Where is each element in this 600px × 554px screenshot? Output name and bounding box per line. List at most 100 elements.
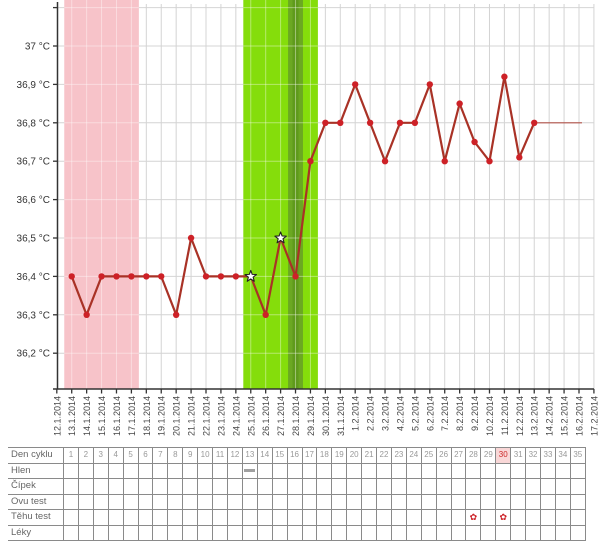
cell-ovutest-day-4[interactable] bbox=[109, 494, 124, 509]
cell-leky-day-11[interactable] bbox=[213, 525, 228, 540]
temp-point-day-29[interactable] bbox=[486, 158, 493, 165]
cell-ovutest-day-14[interactable] bbox=[258, 494, 273, 509]
cell-ovutest-day-33[interactable] bbox=[541, 494, 556, 509]
cycle-day-4[interactable]: 4 bbox=[109, 448, 124, 463]
cell-tehutest-day-25[interactable] bbox=[422, 510, 437, 525]
cycle-day-6[interactable]: 6 bbox=[139, 448, 154, 463]
cell-cipek-day-12[interactable] bbox=[228, 479, 243, 494]
cycle-day-20[interactable]: 20 bbox=[347, 448, 363, 463]
temp-point-day-24[interactable] bbox=[411, 119, 419, 127]
cell-leky-day-28[interactable] bbox=[466, 525, 482, 540]
cell-tehutest-day-32[interactable] bbox=[526, 510, 541, 525]
cell-leky-day-6[interactable] bbox=[139, 525, 154, 540]
cell-tehutest-day-3[interactable] bbox=[94, 510, 109, 525]
cell-hlen-day-8[interactable] bbox=[168, 463, 184, 478]
cycle-day-33[interactable]: 33 bbox=[541, 448, 556, 463]
cell-leky-day-9[interactable] bbox=[183, 525, 199, 540]
temp-point-day-12[interactable] bbox=[232, 273, 240, 280]
cycle-day-7[interactable]: 7 bbox=[153, 448, 169, 463]
cell-ovutest-day-23[interactable] bbox=[392, 494, 407, 509]
cell-cipek-day-18[interactable] bbox=[317, 479, 333, 494]
cell-hlen-day-27[interactable] bbox=[452, 463, 467, 478]
cell-cipek-day-17[interactable] bbox=[303, 479, 318, 494]
cell-cipek-day-34[interactable] bbox=[556, 479, 571, 494]
cell-hlen-day-18[interactable] bbox=[317, 463, 333, 478]
cell-ovutest-day-3[interactable] bbox=[94, 494, 109, 509]
temp-point-day-6[interactable] bbox=[143, 273, 150, 280]
cell-hlen-day-4[interactable] bbox=[109, 463, 124, 478]
cell-cipek-day-30[interactable] bbox=[496, 479, 512, 494]
cell-hlen-day-32[interactable] bbox=[526, 463, 541, 478]
temp-point-day-32[interactable] bbox=[531, 119, 538, 127]
cell-tehutest-day-5[interactable] bbox=[124, 510, 139, 525]
cell-ovutest-day-6[interactable] bbox=[139, 494, 154, 509]
cell-ovutest-day-9[interactable] bbox=[183, 494, 199, 509]
cell-tehutest-day-33[interactable] bbox=[541, 510, 556, 525]
cell-hlen-day-1[interactable] bbox=[64, 463, 79, 478]
cell-leky-day-18[interactable] bbox=[317, 525, 333, 540]
cell-tehutest-day-20[interactable] bbox=[347, 510, 363, 525]
cell-ovutest-day-12[interactable] bbox=[228, 494, 243, 509]
cell-leky-day-8[interactable] bbox=[168, 525, 184, 540]
temp-point-day-23[interactable] bbox=[396, 119, 404, 127]
cell-leky-day-14[interactable] bbox=[258, 525, 273, 540]
cell-tehutest-day-28[interactable]: ✿ bbox=[466, 510, 482, 525]
cell-leky-day-1[interactable] bbox=[64, 525, 79, 540]
cell-tehutest-day-7[interactable] bbox=[153, 510, 169, 525]
cell-ovutest-day-28[interactable] bbox=[466, 494, 482, 509]
cycle-day-22[interactable]: 22 bbox=[377, 448, 392, 463]
cell-leky-day-13[interactable] bbox=[243, 525, 258, 540]
cycle-day-25[interactable]: 25 bbox=[422, 448, 437, 463]
cycle-day-9[interactable]: 9 bbox=[183, 448, 199, 463]
cell-leky-day-29[interactable] bbox=[481, 525, 497, 540]
cell-ovutest-day-5[interactable] bbox=[124, 494, 139, 509]
temp-point-day-30[interactable] bbox=[501, 73, 508, 80]
cell-ovutest-day-32[interactable] bbox=[526, 494, 541, 509]
cell-tehutest-day-19[interactable] bbox=[332, 510, 348, 525]
cell-leky-day-19[interactable] bbox=[332, 525, 348, 540]
cell-hlen-day-33[interactable] bbox=[541, 463, 556, 478]
cell-hlen-day-11[interactable] bbox=[213, 463, 228, 478]
cycle-day-27[interactable]: 27 bbox=[452, 448, 467, 463]
cell-leky-day-31[interactable] bbox=[511, 525, 527, 540]
cell-ovutest-day-1[interactable] bbox=[64, 494, 79, 509]
cell-leky-day-17[interactable] bbox=[303, 525, 318, 540]
temp-point-day-3[interactable] bbox=[98, 273, 105, 280]
cell-tehutest-day-8[interactable] bbox=[168, 510, 184, 525]
cell-cipek-day-23[interactable] bbox=[392, 479, 407, 494]
cell-ovutest-day-34[interactable] bbox=[556, 494, 571, 509]
cell-cipek-day-29[interactable] bbox=[481, 479, 497, 494]
cell-hlen-day-10[interactable] bbox=[198, 463, 214, 478]
temp-point-day-22[interactable] bbox=[381, 158, 389, 165]
cell-hlen-day-13[interactable] bbox=[243, 463, 258, 478]
cell-cipek-day-31[interactable] bbox=[511, 479, 527, 494]
cell-hlen-day-7[interactable] bbox=[153, 463, 169, 478]
cycle-day-30-highlighted[interactable]: 30 bbox=[496, 448, 512, 463]
temp-point-day-25[interactable] bbox=[426, 81, 433, 88]
temp-point-day-16[interactable] bbox=[292, 273, 299, 280]
cell-tehutest-day-30[interactable]: ✿ bbox=[496, 510, 512, 525]
cell-tehutest-day-27[interactable] bbox=[452, 510, 467, 525]
cycle-day-3[interactable]: 3 bbox=[94, 448, 109, 463]
cell-leky-day-10[interactable] bbox=[198, 525, 214, 540]
cell-hlen-day-20[interactable] bbox=[347, 463, 363, 478]
cell-cipek-day-4[interactable] bbox=[109, 479, 124, 494]
temp-point-day-7[interactable] bbox=[158, 273, 165, 280]
cycle-day-28[interactable]: 28 bbox=[466, 448, 482, 463]
cycle-day-1[interactable]: 1 bbox=[64, 448, 79, 463]
cycle-day-29[interactable]: 29 bbox=[481, 448, 497, 463]
cell-cipek-day-26[interactable] bbox=[437, 479, 452, 494]
cell-hlen-day-6[interactable] bbox=[139, 463, 154, 478]
cell-tehutest-day-11[interactable] bbox=[213, 510, 228, 525]
cell-tehutest-day-13[interactable] bbox=[243, 510, 258, 525]
cell-leky-day-27[interactable] bbox=[452, 525, 467, 540]
cell-cipek-day-32[interactable] bbox=[526, 479, 541, 494]
cycle-day-19[interactable]: 19 bbox=[332, 448, 348, 463]
cycle-day-24[interactable]: 24 bbox=[407, 448, 422, 463]
cell-cipek-day-21[interactable] bbox=[362, 479, 378, 494]
cell-tehutest-day-6[interactable] bbox=[139, 510, 154, 525]
cell-cipek-day-35[interactable] bbox=[571, 479, 586, 494]
cell-leky-day-23[interactable] bbox=[392, 525, 407, 540]
temp-point-day-18[interactable] bbox=[322, 119, 329, 127]
temp-point-day-11[interactable] bbox=[217, 273, 225, 280]
